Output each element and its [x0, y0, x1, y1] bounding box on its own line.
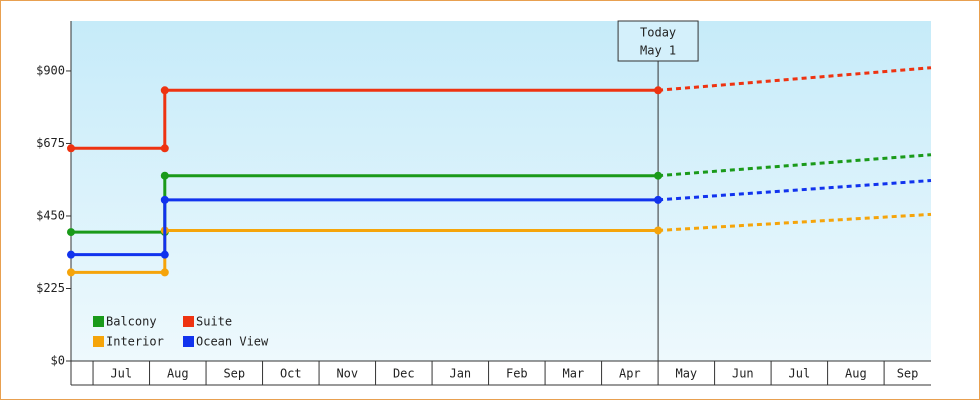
point	[67, 268, 75, 277]
legend-swatch	[93, 316, 104, 327]
x-tick-label: Sep	[897, 367, 919, 381]
y-tick-label: $0	[51, 354, 65, 368]
forecast-line	[657, 66, 932, 92]
forecast-line	[657, 153, 932, 178]
x-tick-label: Apr	[619, 367, 641, 381]
legend-label: Suite	[196, 315, 232, 329]
point	[654, 226, 663, 235]
x-tick-label: May	[675, 367, 697, 381]
point	[160, 144, 169, 153]
x-tick-label: Feb	[506, 367, 528, 381]
point	[160, 171, 169, 180]
point	[160, 195, 169, 204]
x-tick-label: Jul	[110, 367, 132, 381]
legend-label: Interior	[106, 335, 164, 349]
y-tick-label: $900	[36, 63, 65, 77]
x-tick-label: Jun	[732, 367, 754, 381]
point	[654, 171, 663, 180]
y-tick-label: $675	[36, 136, 65, 150]
point	[160, 86, 169, 95]
x-tick-label: Nov	[336, 367, 358, 381]
series-line	[71, 88, 659, 150]
legend-swatch	[183, 336, 194, 347]
legend-label: Ocean View	[196, 335, 269, 349]
x-tick-label: Aug	[167, 367, 189, 381]
legend-label: Balcony	[106, 315, 157, 329]
today-label: May 1	[640, 44, 676, 58]
point	[67, 250, 75, 259]
forecast-line	[657, 179, 932, 202]
x-tick-label: Jan	[449, 367, 471, 381]
point	[160, 250, 169, 259]
point	[654, 195, 663, 204]
point	[67, 144, 75, 153]
x-tick-label: Mar	[562, 367, 584, 381]
legend-swatch	[93, 336, 104, 347]
series-line	[71, 198, 659, 257]
legend-swatch	[183, 316, 194, 327]
x-tick-label: Aug	[845, 367, 867, 381]
today-box	[617, 20, 699, 62]
y-tick-label: $225	[36, 281, 65, 295]
x-tick-label: Oct	[280, 367, 302, 381]
point	[654, 86, 663, 95]
x-tick-label: Dec	[393, 367, 415, 381]
today-label: Today	[640, 26, 676, 40]
x-tick-label: Jul	[789, 367, 811, 381]
point	[67, 228, 75, 237]
point	[160, 268, 169, 277]
forecast-line	[657, 212, 932, 232]
x-tick-label: Sep	[223, 367, 245, 381]
y-tick-label: $450	[36, 208, 65, 222]
